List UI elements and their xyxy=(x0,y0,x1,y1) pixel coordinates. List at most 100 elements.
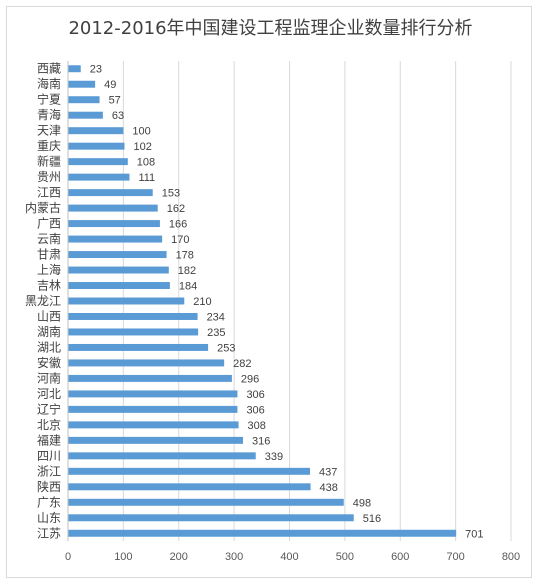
category-label: 陕西 xyxy=(37,479,61,494)
data-label: 166 xyxy=(169,219,187,231)
x-tick-label: 200 xyxy=(170,551,188,563)
data-label: 235 xyxy=(207,327,225,339)
category-label: 北京 xyxy=(37,418,61,432)
category-label: 云南 xyxy=(37,231,61,246)
bar xyxy=(68,282,170,289)
bar xyxy=(68,96,100,104)
bar xyxy=(68,142,125,150)
data-label: 437 xyxy=(319,466,337,478)
bar xyxy=(68,158,128,166)
data-label: 282 xyxy=(233,358,251,370)
x-tick-label: 800 xyxy=(502,551,520,563)
bar xyxy=(68,390,238,398)
data-label: 498 xyxy=(353,497,371,509)
bar xyxy=(68,343,209,351)
bar xyxy=(68,127,124,135)
bar xyxy=(68,374,232,382)
category-label: 湖南 xyxy=(37,324,61,339)
bar xyxy=(68,173,130,181)
bar xyxy=(68,467,310,475)
category-label: 新疆 xyxy=(37,154,61,169)
category-label: 上海 xyxy=(37,262,61,277)
bar xyxy=(68,235,163,243)
data-label: 306 xyxy=(246,404,264,416)
x-tick-label: 300 xyxy=(225,551,243,563)
category-label: 宁夏 xyxy=(37,92,61,107)
category-label: 湖北 xyxy=(37,339,61,354)
category-label: 河南 xyxy=(37,370,61,385)
bar xyxy=(68,111,103,119)
bar xyxy=(68,529,457,537)
category-label: 吉林 xyxy=(37,279,61,293)
bar xyxy=(68,80,96,88)
bar xyxy=(68,328,199,336)
category-label: 广东 xyxy=(37,495,61,509)
data-label: 49 xyxy=(104,79,116,91)
data-label: 308 xyxy=(248,420,266,432)
data-label: 253 xyxy=(217,342,235,354)
data-label: 100 xyxy=(132,126,150,138)
category-label: 安徽 xyxy=(37,355,61,370)
bar xyxy=(68,297,185,305)
bar xyxy=(68,204,158,212)
x-tick-label: 400 xyxy=(280,551,298,563)
category-label: 山东 xyxy=(37,511,61,525)
category-label: 江苏 xyxy=(37,526,61,540)
bar xyxy=(68,189,153,197)
data-label: 234 xyxy=(207,311,225,323)
category-label: 广西 xyxy=(37,217,61,231)
x-tick-label: 500 xyxy=(336,551,354,563)
data-label: 162 xyxy=(167,203,185,215)
category-label: 四川 xyxy=(37,449,61,463)
bar xyxy=(68,251,167,259)
category-label: 福建 xyxy=(37,432,61,447)
x-tick-label: 700 xyxy=(446,551,464,563)
bar xyxy=(68,405,238,413)
data-label: 153 xyxy=(162,188,180,200)
category-label: 天津 xyxy=(37,124,61,138)
bar xyxy=(68,220,160,228)
data-label: 438 xyxy=(320,482,338,494)
bar xyxy=(68,514,354,522)
category-label: 重庆 xyxy=(37,139,61,153)
bar xyxy=(68,65,81,73)
bar xyxy=(68,483,311,491)
data-label: 316 xyxy=(252,435,270,447)
category-label: 江西 xyxy=(37,186,61,200)
category-label: 浙江 xyxy=(37,464,61,478)
category-label: 河北 xyxy=(37,387,61,401)
data-label: 102 xyxy=(133,141,151,153)
data-label: 296 xyxy=(241,373,259,385)
x-tick-label: 100 xyxy=(114,551,132,563)
category-label: 内蒙古 xyxy=(25,200,61,215)
x-tick-label: 600 xyxy=(391,551,409,563)
bar xyxy=(68,452,256,460)
data-label: 182 xyxy=(178,265,196,277)
data-label: 63 xyxy=(112,110,124,122)
data-label: 170 xyxy=(171,234,189,246)
category-label: 西藏 xyxy=(37,62,61,76)
bar xyxy=(68,421,239,429)
category-label: 山西 xyxy=(37,309,61,323)
category-label: 青海 xyxy=(37,107,61,122)
category-label: 甘肃 xyxy=(37,248,61,262)
bar xyxy=(68,436,243,444)
data-label: 108 xyxy=(137,157,155,169)
data-label: 701 xyxy=(465,528,483,540)
bar xyxy=(68,313,198,320)
data-label: 306 xyxy=(246,389,264,401)
data-label: 111 xyxy=(138,172,155,184)
data-label: 184 xyxy=(179,281,197,293)
data-label: 516 xyxy=(363,513,381,525)
bar xyxy=(68,266,169,274)
bar xyxy=(68,359,225,367)
chart-title: 2012-2016年中国建设工程监理企业数量排行分析 xyxy=(68,18,473,39)
data-label: 23 xyxy=(90,64,102,76)
data-label: 339 xyxy=(265,451,283,463)
x-tick-label: 0 xyxy=(65,551,71,563)
bar xyxy=(68,498,344,506)
category-label: 黑龙江 xyxy=(25,294,61,308)
category-label: 贵州 xyxy=(37,170,61,184)
category-label: 海南 xyxy=(37,76,61,91)
